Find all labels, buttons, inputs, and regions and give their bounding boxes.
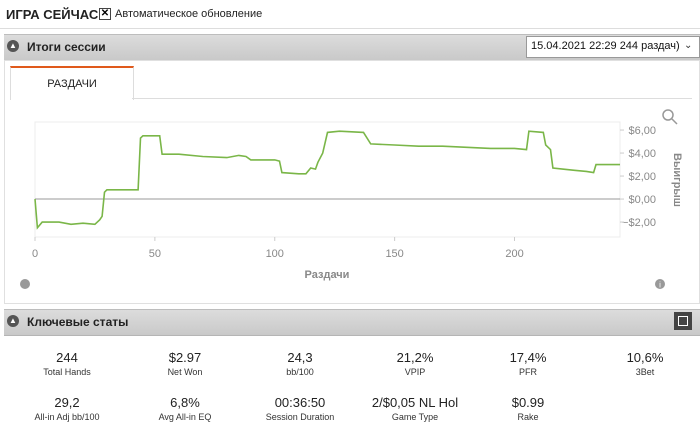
stat-value: $2.97 xyxy=(168,350,202,365)
stat-label: 3Bet xyxy=(635,367,655,377)
page-title: ИГРА СЕЙЧАС xyxy=(6,7,99,22)
layout-glyph xyxy=(678,316,688,326)
stat-label: Session Duration xyxy=(265,412,335,422)
stat: $0.99 Rake xyxy=(470,395,586,422)
stat-value: 29,2 xyxy=(54,395,80,410)
stat: 24,3 bb/100 xyxy=(242,350,358,377)
win-line xyxy=(34,130,620,230)
stat-value: $0.99 xyxy=(511,395,545,410)
x-tick-label: 150 xyxy=(385,248,403,260)
stat-label: Game Type xyxy=(391,412,439,422)
stat-value: 17,4% xyxy=(509,350,547,365)
tab-line xyxy=(132,98,692,99)
stat-label: PFR xyxy=(519,367,537,377)
stat-value: 24,3 xyxy=(287,350,313,365)
x-tick-label: 0 xyxy=(32,248,38,260)
auto-update-label[interactable]: Автоматическое обновление xyxy=(115,8,263,20)
tab[interactable]: РАЗДАЧИ xyxy=(10,66,134,100)
stat-label: Total Hands xyxy=(43,367,91,377)
collapse-icon[interactable]: ▲ xyxy=(7,40,19,52)
stat-label: Rake xyxy=(517,412,539,422)
session-title: Итоги сессии xyxy=(27,40,106,54)
stat-label: Net Won xyxy=(167,367,203,377)
info-glyph: i xyxy=(659,281,661,290)
chart: i Раздачи Выигрыш −$2,00 $0,00 $2,00 $4,00 $… xyxy=(20,109,683,290)
zoom-icon[interactable] xyxy=(662,109,674,121)
y-tick-label: $0,00 xyxy=(628,194,656,206)
zoom-handle xyxy=(671,118,678,125)
settings-icon[interactable] xyxy=(20,279,30,289)
stat-value: 2/$0,05 NL Hol xyxy=(371,395,459,410)
divider xyxy=(0,28,700,29)
stats-title: Ключевые статы xyxy=(27,315,129,329)
stat: 6,8% Avg All-in EQ xyxy=(127,395,243,422)
checkbox[interactable]: ✕ xyxy=(99,8,111,20)
dropdown-arrow: ⌄ xyxy=(684,40,693,51)
stat-value: 00:36:50 xyxy=(274,395,326,410)
stat: 17,4% PFR xyxy=(470,350,586,377)
y-tick-label: −$2,00 xyxy=(622,217,656,229)
stat: 29,2 All-in Adj bb/100 xyxy=(9,395,125,422)
dropdown-text: 15.04.2021 22:29 244 раздач) xyxy=(531,40,680,52)
x-axis-label: Раздачи xyxy=(305,269,350,281)
y-axis-label: Выигрыш xyxy=(671,153,683,207)
y-tick-label: $6,00 xyxy=(628,125,656,137)
stat-label: bb/100 xyxy=(286,367,314,377)
info-icon[interactable] xyxy=(655,279,665,289)
stat: 10,6% 3Bet xyxy=(587,350,700,377)
x-tick-label: 100 xyxy=(266,248,284,260)
stat: 244 Total Hands xyxy=(9,350,125,377)
stat-value: 10,6% xyxy=(626,350,664,365)
stat: $2.97 Net Won xyxy=(127,350,243,377)
stat: 21,2% VPIP xyxy=(357,350,473,377)
stat-label: All-in Adj bb/100 xyxy=(34,412,100,422)
stat-label: Avg All-in EQ xyxy=(158,412,212,422)
stat: 00:36:50 Session Duration xyxy=(242,395,358,422)
stat-value: 244 xyxy=(56,350,78,365)
x-tick-label: 50 xyxy=(149,248,161,260)
y-tick-label: $2,00 xyxy=(628,171,656,183)
plot-frame xyxy=(34,121,621,238)
stat-label: VPIP xyxy=(404,367,426,377)
collapse-icon[interactable]: ▲ xyxy=(7,315,19,327)
stat-value: 21,2% xyxy=(396,350,434,365)
x-tick-label: 200 xyxy=(505,248,523,260)
stats-header xyxy=(4,309,700,336)
stat-value: 6,8% xyxy=(170,395,200,410)
y-tick-label: $4,00 xyxy=(628,148,656,160)
stat: 2/$0,05 NL Hol Game Type xyxy=(357,395,473,422)
